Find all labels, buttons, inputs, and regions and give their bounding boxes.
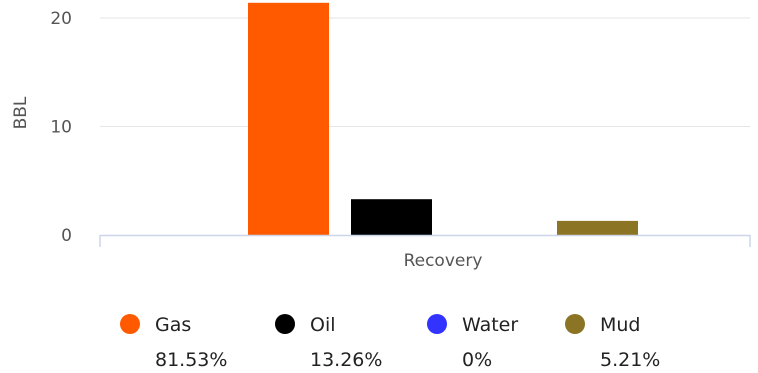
legend-item-water[interactable]: Water 0% <box>427 314 518 371</box>
grid-lines <box>100 17 750 127</box>
legend-item-mud[interactable]: Mud 5.21% <box>565 314 660 371</box>
x-axis <box>99 234 751 247</box>
y-tick-label: 20 <box>50 9 72 29</box>
legend-item-oil[interactable]: Oil 13.26% <box>275 314 382 371</box>
bars <box>248 2 638 236</box>
legend-symbol <box>275 314 295 334</box>
y-tick-label: 0 <box>61 226 72 246</box>
legend-label: Mud <box>600 314 641 336</box>
legend-symbol <box>120 314 140 334</box>
legend-percent: 5.21% <box>600 349 660 371</box>
legend[interactable]: Gas 81.53% Oil 13.26% Water 0% Mud 5.21% <box>120 314 660 371</box>
legend-label: Water <box>462 314 518 336</box>
legend-percent: 0% <box>462 349 492 371</box>
bar-gas[interactable] <box>248 2 329 236</box>
y-tick-label: 10 <box>50 118 72 138</box>
bar-oil[interactable] <box>351 199 432 235</box>
legend-label: Oil <box>310 314 336 336</box>
x-category-label: Recovery <box>404 251 483 271</box>
legend-item-gas[interactable]: Gas 81.53% <box>120 314 227 371</box>
bar-mud[interactable] <box>557 220 638 235</box>
legend-label: Gas <box>155 314 191 336</box>
y-axis-title: BBL <box>11 96 31 129</box>
legend-symbol <box>427 314 447 334</box>
legend-symbol <box>565 314 585 334</box>
y-tick-labels: 0 10 20 <box>50 9 72 246</box>
legend-percent: 13.26% <box>310 349 382 371</box>
legend-percent: 81.53% <box>155 349 227 371</box>
